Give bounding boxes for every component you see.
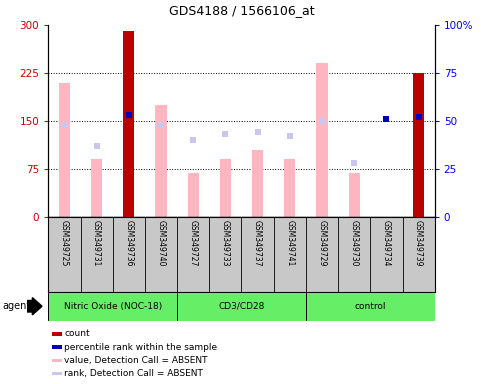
Bar <box>123 31 134 217</box>
Text: control: control <box>355 302 386 311</box>
Bar <box>284 159 296 217</box>
Text: rank, Detection Call = ABSENT: rank, Detection Call = ABSENT <box>64 369 203 378</box>
Bar <box>52 346 62 349</box>
Text: GDS4188 / 1566106_at: GDS4188 / 1566106_at <box>169 4 314 17</box>
Bar <box>52 372 62 375</box>
Bar <box>59 83 70 217</box>
Text: GSM349740: GSM349740 <box>156 220 166 266</box>
Bar <box>48 292 177 321</box>
Text: GSM349734: GSM349734 <box>382 220 391 266</box>
Text: Nitric Oxide (NOC-18): Nitric Oxide (NOC-18) <box>64 302 162 311</box>
Text: agent: agent <box>2 301 30 311</box>
Bar <box>52 332 62 336</box>
Text: GSM349731: GSM349731 <box>92 220 101 266</box>
Bar <box>156 105 167 217</box>
Text: percentile rank within the sample: percentile rank within the sample <box>64 343 217 352</box>
Bar <box>349 174 360 217</box>
Text: count: count <box>64 329 90 338</box>
Text: GSM349739: GSM349739 <box>414 220 423 266</box>
Text: value, Detection Call = ABSENT: value, Detection Call = ABSENT <box>64 356 208 365</box>
Bar <box>220 159 231 217</box>
Bar <box>413 73 424 217</box>
Text: GSM349733: GSM349733 <box>221 220 230 266</box>
Bar <box>177 292 306 321</box>
Bar <box>252 150 263 217</box>
Text: CD3/CD28: CD3/CD28 <box>218 302 265 311</box>
Bar <box>52 359 62 362</box>
Bar <box>187 174 199 217</box>
Text: GSM349736: GSM349736 <box>124 220 133 266</box>
Text: GSM349741: GSM349741 <box>285 220 294 266</box>
Text: GSM349729: GSM349729 <box>317 220 327 266</box>
Text: GSM349730: GSM349730 <box>350 220 359 266</box>
Bar <box>91 159 102 217</box>
FancyArrow shape <box>27 298 42 315</box>
Bar <box>316 63 327 217</box>
Text: GSM349725: GSM349725 <box>60 220 69 266</box>
Text: GSM349727: GSM349727 <box>189 220 198 266</box>
Text: GSM349737: GSM349737 <box>253 220 262 266</box>
Bar <box>306 292 435 321</box>
